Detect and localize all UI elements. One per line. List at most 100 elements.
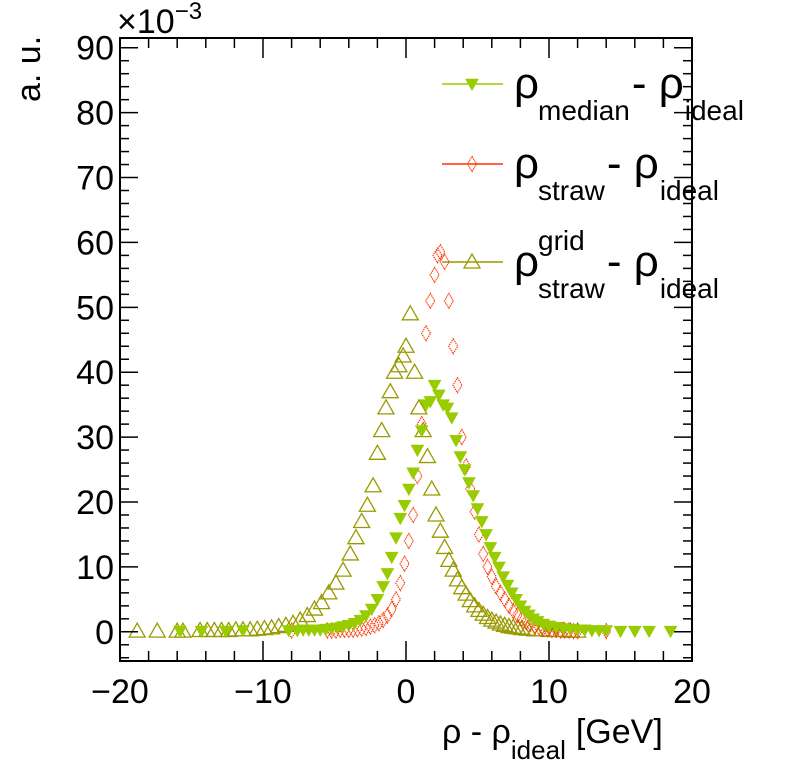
legend-marker bbox=[466, 155, 478, 173]
data-point bbox=[373, 614, 384, 632]
y-axis-title: a. u. bbox=[10, 36, 48, 102]
data-point bbox=[429, 266, 440, 284]
y-tick-label: 80 bbox=[76, 95, 114, 133]
data-point bbox=[431, 521, 450, 538]
data-point bbox=[389, 532, 403, 545]
data-point bbox=[412, 467, 423, 485]
data-point bbox=[346, 528, 366, 545]
y-tick-label: 30 bbox=[76, 419, 114, 457]
data-point bbox=[326, 573, 346, 590]
data-point bbox=[449, 435, 463, 448]
legend-marker bbox=[465, 78, 479, 92]
data-point bbox=[499, 590, 510, 608]
data-point bbox=[444, 412, 459, 425]
data-point bbox=[439, 551, 459, 568]
data-point bbox=[376, 581, 390, 594]
data-point bbox=[343, 621, 354, 639]
data-point bbox=[448, 337, 459, 355]
legend-label-mid: - ρ bbox=[632, 59, 684, 108]
data-point bbox=[426, 505, 446, 522]
data-point bbox=[408, 506, 419, 524]
data-point bbox=[420, 324, 432, 342]
x-axis-ticks bbox=[119, 38, 693, 661]
data-point bbox=[453, 451, 468, 464]
data-point bbox=[368, 444, 387, 460]
data-point bbox=[486, 612, 506, 629]
x-tick-label: 20 bbox=[673, 673, 711, 711]
data-point bbox=[353, 614, 368, 628]
data-point bbox=[466, 490, 481, 503]
data-point bbox=[376, 398, 396, 415]
data-point bbox=[341, 544, 360, 561]
y-tick-label: 0 bbox=[95, 614, 114, 652]
data-point bbox=[401, 304, 420, 321]
data-point bbox=[495, 615, 514, 632]
data-point bbox=[439, 253, 450, 271]
legend-label-sub: median bbox=[538, 95, 630, 126]
data-point bbox=[432, 246, 443, 264]
data-point bbox=[448, 570, 467, 587]
data-point bbox=[627, 625, 642, 639]
y-tick-label: 20 bbox=[76, 484, 114, 522]
plot-marks bbox=[128, 243, 678, 640]
data-point bbox=[456, 428, 467, 446]
data-point bbox=[360, 619, 372, 637]
legend-label-mid: - ρ bbox=[607, 237, 659, 286]
legend-label-sub: straw bbox=[538, 273, 606, 304]
data-point bbox=[613, 625, 628, 639]
x-tick-label: 10 bbox=[530, 673, 568, 711]
y-tick-label: 40 bbox=[76, 354, 114, 392]
data-point bbox=[495, 584, 506, 602]
y-tick-label: 50 bbox=[76, 289, 114, 327]
data-point bbox=[482, 558, 493, 576]
data-point bbox=[386, 600, 397, 618]
data-point bbox=[432, 389, 446, 402]
data-point bbox=[333, 560, 353, 577]
data-point bbox=[486, 568, 497, 586]
legend-label-main: ρ bbox=[514, 237, 539, 286]
y-tick-label: 60 bbox=[76, 224, 114, 262]
data-point bbox=[356, 619, 367, 638]
legend-label-sup: grid bbox=[538, 225, 585, 256]
legend-marker bbox=[462, 252, 482, 269]
data-point bbox=[395, 574, 406, 592]
y-axis-tick-labels: 0 10 20 30 40 50 60 70 80 90 bbox=[76, 30, 114, 652]
data-point bbox=[457, 464, 472, 477]
legend-label-sub2: ideal bbox=[660, 175, 719, 206]
data-point bbox=[148, 621, 167, 638]
legend-label-main: ρ bbox=[514, 139, 539, 188]
data-point bbox=[194, 625, 209, 639]
data-point bbox=[393, 512, 408, 526]
data-point bbox=[452, 578, 471, 595]
legend-label-mid: - ρ bbox=[607, 139, 659, 188]
data-point bbox=[504, 587, 519, 600]
data-point bbox=[474, 516, 489, 529]
data-point bbox=[406, 467, 420, 480]
data-point bbox=[663, 625, 678, 639]
data-point bbox=[394, 346, 413, 363]
data-point bbox=[402, 483, 416, 497]
data-point bbox=[369, 616, 380, 634]
data-point bbox=[440, 402, 455, 415]
data-point bbox=[500, 579, 515, 593]
data-point bbox=[397, 499, 412, 513]
data-point bbox=[403, 532, 415, 550]
data-point bbox=[423, 396, 438, 409]
legend-label-sub2: ideal bbox=[685, 95, 744, 126]
data-point bbox=[128, 621, 147, 638]
data-point bbox=[435, 538, 454, 555]
data-point bbox=[372, 421, 391, 438]
data-point bbox=[490, 577, 502, 595]
legend-label-main: ρ bbox=[514, 59, 539, 108]
data-point bbox=[382, 607, 393, 625]
data-point bbox=[381, 382, 400, 399]
data-point bbox=[462, 477, 476, 490]
data-point bbox=[359, 610, 373, 623]
data-point bbox=[389, 356, 408, 373]
data-point bbox=[427, 379, 442, 393]
data-point bbox=[469, 601, 489, 618]
data-point bbox=[435, 243, 446, 261]
data-point bbox=[377, 611, 389, 629]
